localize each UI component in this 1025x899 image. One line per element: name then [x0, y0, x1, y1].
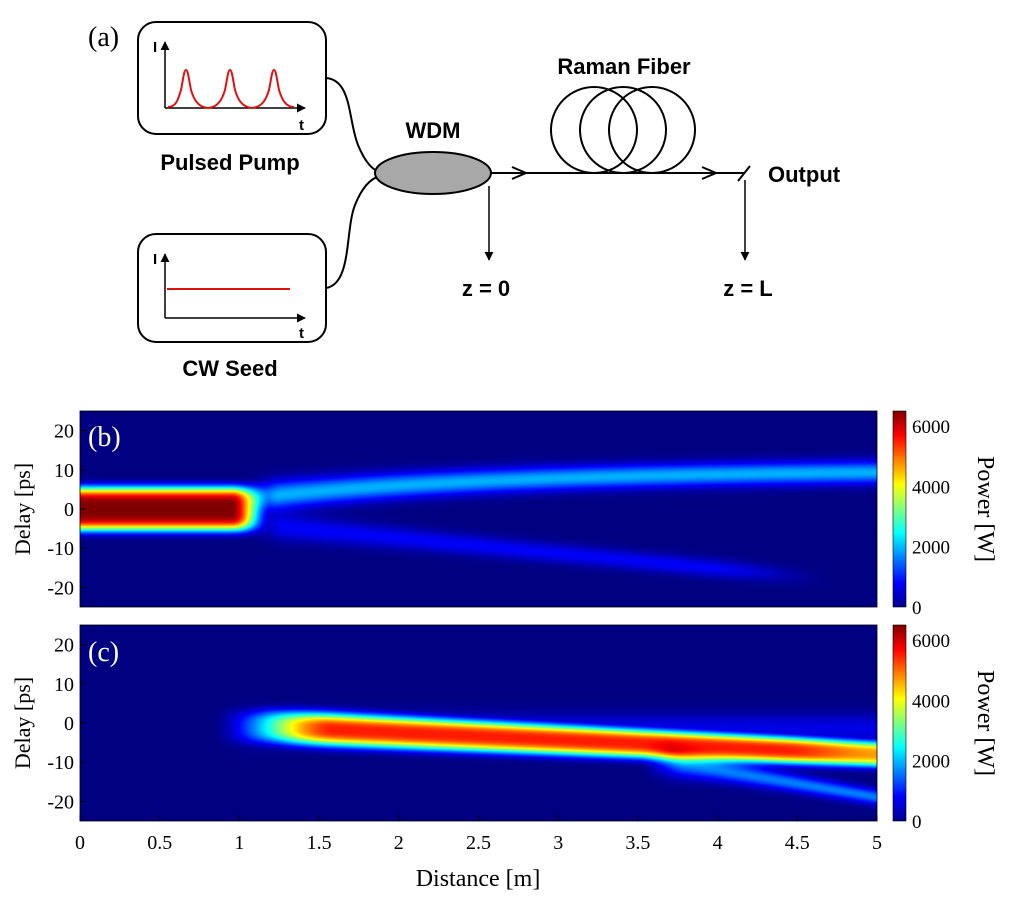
pump-axis-x-label: t — [299, 117, 304, 134]
seed-axis-y-label: I — [153, 251, 157, 268]
xtick-label: 5 — [872, 832, 882, 854]
panel-c: (c) 20 10 0 -10 -20 0 0.5 1 1.5 2 2.5 3 3.5 4 4.5 5 De… — [10, 624, 998, 892]
ytick-label: 10 — [54, 674, 74, 696]
seed-label: CW Seed — [182, 356, 277, 381]
pump-box: I t — [137, 21, 327, 135]
ytick-label: -10 — [47, 538, 74, 560]
panel-c-label: (c) — [88, 637, 119, 668]
ytick-label: -20 — [47, 577, 74, 599]
panel-b: (b) 20 10 0 -10 -20 Delay [ps] 6000 4000 2000 0… — [10, 410, 998, 619]
colorbar-tick-label: 4000 — [912, 691, 950, 712]
panel-b-label: (b) — [88, 422, 121, 453]
xtick-label: 1 — [234, 832, 244, 854]
heatmap-c — [80, 625, 877, 821]
xtick-label: 2.5 — [466, 832, 491, 854]
colorbar-label-c: Power [W] — [972, 670, 998, 776]
colorbar-tick-label: 4000 — [912, 477, 950, 498]
colorbar-ticks-c: 6000 4000 2000 0 — [912, 631, 950, 833]
propagation-arrow-2 — [701, 166, 719, 180]
wdm-label: WDM — [406, 118, 461, 143]
xtick-label: 1.5 — [307, 832, 332, 854]
ytick-label: 20 — [54, 421, 74, 443]
colorbar-tick-label: 6000 — [912, 631, 950, 652]
xtick-label: 2 — [394, 832, 404, 854]
xtick-label: 0 — [75, 832, 85, 854]
heatmap-b — [80, 411, 877, 607]
xticks-c: 0 0.5 1 1.5 2 2.5 3 3.5 4 4.5 5 — [75, 815, 882, 854]
ytick-label: 0 — [64, 713, 74, 735]
xtick-label: 4 — [713, 832, 723, 854]
ytick-label: -20 — [47, 791, 74, 813]
seed-box: I t — [137, 233, 327, 343]
panel-a-label: (a) — [88, 22, 119, 53]
seed-axis-x-label: t — [299, 325, 304, 342]
xtick-label: 3.5 — [625, 832, 650, 854]
xtick-label: 0.5 — [147, 832, 172, 854]
schematic: (a) I t Pulsed Pump I t CW Seed WDM — [88, 21, 841, 381]
colorbar-tick-label: 2000 — [912, 752, 950, 773]
ytick-label: 10 — [54, 460, 74, 482]
colorbar-c — [892, 624, 907, 822]
seed-fiber — [325, 175, 381, 289]
z0-label: z = 0 — [462, 276, 510, 301]
output-label: Output — [768, 162, 841, 187]
xtick-label: 4.5 — [785, 832, 810, 854]
colorbar-b — [892, 410, 907, 608]
yticks-c: 20 10 0 -10 -20 — [47, 635, 86, 813]
xtick-label: 3 — [553, 832, 563, 854]
pump-label: Pulsed Pump — [160, 150, 299, 175]
pump-fiber — [325, 77, 381, 173]
colorbar-tick-label: 6000 — [912, 417, 950, 438]
ylabel-b: Delay [ps] — [10, 463, 35, 555]
colorbar-tick-label: 0 — [912, 598, 922, 619]
yticks-b: 20 10 0 -10 -20 — [47, 421, 86, 599]
fiber-end-cleave — [737, 165, 751, 182]
colorbar-tick-label: 2000 — [912, 538, 950, 559]
xlabel-c: Distance [m] — [416, 866, 541, 892]
pump-axis-y-label: I — [153, 39, 157, 56]
pump-pulse-train — [167, 68, 295, 110]
ylabel-c: Delay [ps] — [10, 677, 35, 769]
zl-label: z = L — [723, 276, 773, 301]
colorbar-ticks-b: 6000 4000 2000 0 — [912, 417, 950, 619]
wdm-coupler — [374, 151, 492, 195]
propagation-arrow-1 — [511, 166, 529, 180]
colorbar-label-b: Power [W] — [972, 456, 998, 562]
ytick-label: 20 — [54, 635, 74, 657]
ytick-label: 0 — [64, 499, 74, 521]
ytick-label: -10 — [47, 752, 74, 774]
colorbar-tick-label: 0 — [912, 812, 922, 833]
raman-fiber-coil — [550, 86, 696, 174]
raman-fiber-label: Raman Fiber — [557, 54, 691, 79]
